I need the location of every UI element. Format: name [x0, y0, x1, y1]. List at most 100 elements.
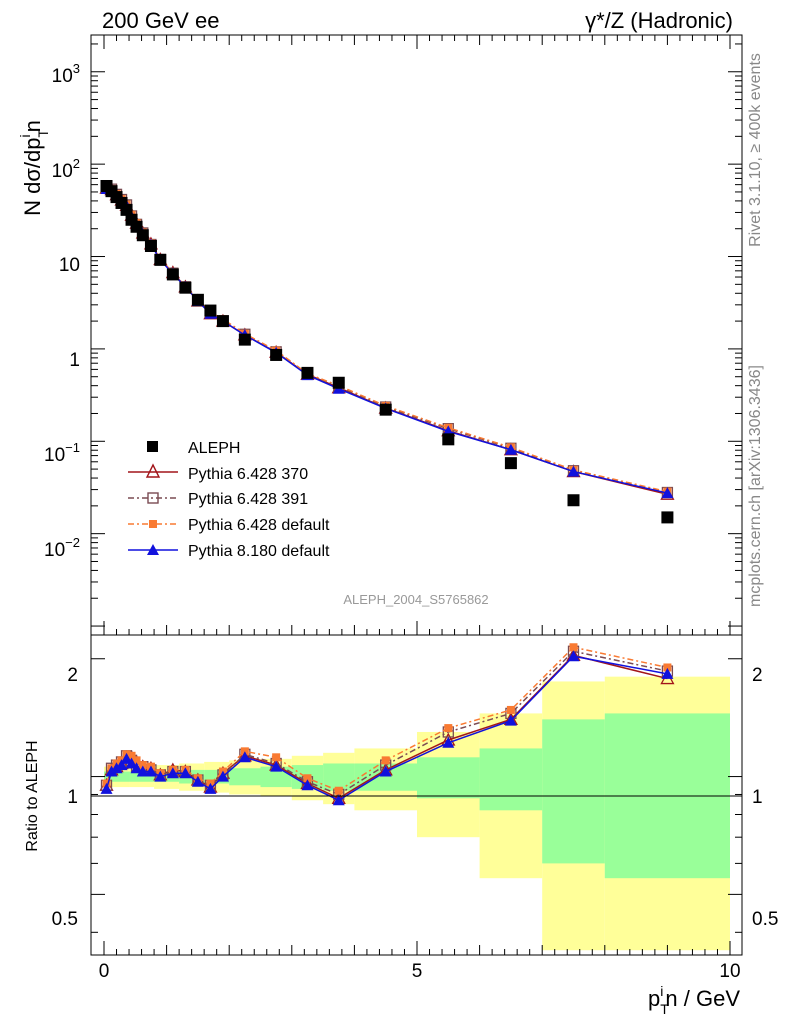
legend-marker-aleph — [147, 441, 158, 452]
main-point-aleph — [179, 281, 192, 294]
ratio-tick-label-right-0-5: 0.5 — [752, 909, 778, 930]
ratio-point-p8 — [504, 714, 517, 726]
main-series-aleph — [100, 179, 674, 524]
ratio-point-p8 — [115, 759, 128, 771]
main-point-aleph — [191, 293, 204, 306]
main-point-aleph — [238, 333, 251, 346]
x-tick-label-0: 0 — [99, 961, 110, 982]
ratio-point-p8 — [270, 760, 283, 772]
ratio-point-pdef — [444, 724, 453, 733]
x-axis-label-sup: i — [660, 983, 663, 999]
svg-text:N dσ/dpTin: N dσ/dpTin — [17, 120, 51, 216]
legend-marker-p8 — [147, 544, 159, 555]
y-tick-labels-main: 103 102 10 1 10−1 10−2 — [44, 61, 80, 561]
main-point-aleph — [379, 403, 392, 416]
y-axis-label-ratio: Ratio to ALEPH — [24, 740, 41, 851]
ratio-point-p8 — [332, 794, 345, 806]
legend-marker-p370 — [145, 463, 161, 478]
ratio-point-pdef — [127, 751, 136, 760]
legend-item-aleph: ALEPH — [147, 440, 240, 457]
main-point-aleph — [144, 239, 157, 252]
ratio-point-pdef — [303, 774, 312, 783]
ratio-point-pdef — [663, 663, 672, 672]
legend-marker-p391 — [147, 492, 159, 504]
ratio-point-p8 — [204, 782, 217, 794]
ratio-point-p8 — [100, 782, 113, 794]
y-axis-label-main: N dσ/dpTin — [17, 120, 51, 216]
ratio-tick-label-1: 1 — [67, 787, 78, 808]
ratio-tick-label-2: 2 — [67, 665, 78, 686]
x-tick-labels: 0 5 10 — [99, 961, 741, 982]
ratio-point-p8 — [661, 667, 674, 679]
main-point-aleph — [504, 457, 517, 470]
plot-header-left: 200 GeV ee — [102, 8, 219, 33]
ratio-point-p8 — [379, 765, 392, 777]
ratio-tick-label-right-1: 1 — [752, 787, 763, 808]
ratio-point-pdef — [506, 705, 515, 714]
main-point-aleph — [332, 376, 345, 389]
ratio-point-p8 — [144, 765, 157, 777]
ratio-series-p8 — [100, 650, 674, 806]
legend-item-p370: Pythia 6.428 370 — [128, 463, 308, 483]
ratio-point-pdef — [334, 786, 343, 795]
uncertainty-bands — [104, 676, 730, 951]
ratio-point-p8 — [442, 736, 455, 748]
ratio-series — [99, 643, 675, 806]
x-tick-label-10: 10 — [719, 961, 740, 982]
main-point-p8 — [567, 465, 580, 477]
main-point-aleph — [120, 203, 133, 216]
y-axis-label-main-base: N dσ/dp — [20, 138, 45, 216]
main-point-aleph — [301, 366, 314, 379]
main-series-p8 — [100, 182, 674, 499]
legend-item-pdef: Pythia 6.428 default — [128, 517, 330, 534]
x-axis-label-p: p — [648, 986, 660, 1011]
ratio-frame — [90, 634, 743, 956]
analysis-watermark: ALEPH_2004_S5765862 — [343, 592, 488, 607]
main-point-aleph — [270, 348, 283, 361]
rivet-label: Rivet 3.1.10, ≥ 400k events — [747, 53, 764, 247]
main-point-p8 — [504, 443, 517, 455]
ratio-point-p8 — [238, 751, 251, 763]
main-point-aleph — [567, 494, 580, 507]
x-axis-label-tail: n / GeV — [665, 986, 740, 1011]
ratio-point-p8 — [110, 762, 123, 774]
mcplots-label: mcplots.cern.ch [arXiv:1306.3436] — [747, 365, 764, 607]
ratio-point-p8 — [130, 762, 143, 774]
axis-ticks — [91, 35, 742, 955]
main-series — [99, 179, 675, 524]
main-point-aleph — [154, 253, 167, 266]
x-tick-label-5: 5 — [412, 961, 423, 982]
legend-item-p8: Pythia 8.180 default — [128, 543, 330, 560]
ratio-point-pdef — [569, 643, 578, 652]
plot-header-right: γ*/Z (Hadronic) — [585, 8, 733, 33]
legend-label-p370: Pythia 6.428 370 — [188, 466, 308, 483]
ratio-point-p8 — [166, 767, 179, 779]
ratio-point-p8 — [105, 765, 118, 777]
main-point-aleph — [216, 315, 229, 328]
y-tick-label-1e2: 102 — [52, 156, 80, 182]
y-tick-label-1e3: 103 — [52, 61, 80, 87]
ratio-point-pdef — [138, 761, 147, 770]
y-axis-label-main-sup: i — [17, 134, 33, 137]
stat-band-2 — [154, 771, 180, 782]
stat-band-1 — [129, 771, 155, 782]
ratio-tick-labels: 2 1 0.5 2 1 0.5 — [52, 665, 779, 930]
legend-label-p8: Pythia 8.180 default — [188, 543, 330, 560]
legend: ALEPH Pythia 6.428 370 Pythia 6.428 391 … — [128, 440, 330, 560]
main-point-aleph — [136, 229, 149, 242]
stat-band-12 — [542, 719, 605, 864]
y-tick-label-1e-1: 10−1 — [44, 440, 80, 466]
y-axis-label-main-sub: T — [35, 129, 51, 138]
ratio-point-pdef — [381, 756, 390, 765]
legend-label-aleph: ALEPH — [188, 440, 240, 457]
x-axis-label: pTin / GeV — [648, 983, 740, 1017]
y-axis-label-main-tail: n — [20, 120, 45, 132]
ratio-point-p8 — [125, 757, 138, 769]
ratio-tick-label-0-5: 0.5 — [52, 909, 78, 930]
legend-marker-pdef — [149, 520, 157, 528]
stat-band-10 — [417, 757, 480, 799]
ratio-point-pdef — [272, 753, 281, 762]
stat-band-11 — [479, 748, 543, 811]
